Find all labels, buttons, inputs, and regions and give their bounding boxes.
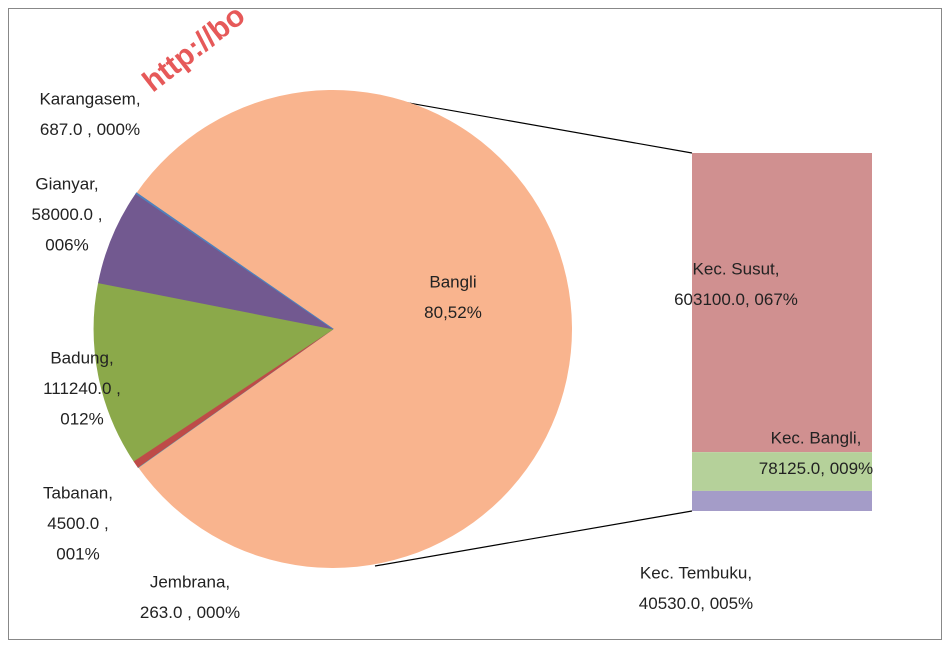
slice-label: Bangli — [429, 272, 476, 291]
connector-line — [374, 96, 693, 154]
bar-label: Kec. Susut, — [693, 259, 780, 278]
bar-label: Kec. Bangli, — [771, 428, 862, 447]
slice-value-label: 006% — [45, 235, 88, 254]
slice-value-label: 687.0 , 000% — [40, 120, 140, 139]
slice-label: Badung, — [50, 348, 113, 367]
slice-value-label: 58000.0 , — [32, 205, 103, 224]
bar-value-label: 40530.0, 005% — [639, 594, 753, 613]
pie-slice — [93, 282, 335, 462]
marks — [93, 89, 872, 568]
slice-label: Tabanan, — [43, 483, 113, 502]
pie-slice — [136, 89, 572, 568]
bar-value-label: 78125.0, 009% — [759, 459, 873, 478]
labels: Bangli 80,52% Jembrana, 263.0 , 000% Tabanan… — [32, 89, 874, 622]
slice-value-label: 4500.0 , — [47, 514, 108, 533]
connector-line — [374, 510, 693, 567]
slice-value-label: 263.0 , 000% — [140, 603, 240, 622]
bar-label: Kec. Tembuku, — [640, 563, 752, 582]
slice-label: Karangasem, — [39, 89, 140, 108]
slice-value-label: 012% — [60, 409, 103, 428]
pie-slice — [135, 192, 334, 330]
slice-label: Jembrana, — [150, 572, 230, 591]
bar-segment — [692, 153, 872, 453]
bar-value-label: 603100.0, 067% — [674, 290, 798, 309]
bar-segment — [692, 452, 872, 491]
slice-value-label: 001% — [56, 544, 99, 563]
slice-value-label: 111240.0 , — [43, 379, 121, 398]
slice-value-label: 80,52% — [424, 303, 482, 322]
slice-label: Gianyar, — [35, 174, 98, 193]
bar-segment — [692, 490, 872, 511]
